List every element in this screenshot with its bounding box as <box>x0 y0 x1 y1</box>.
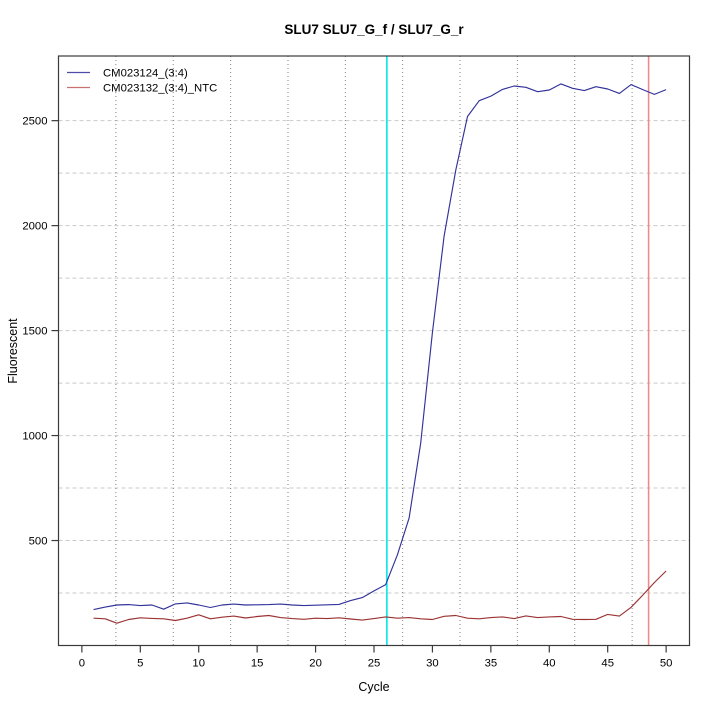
chart-title: SLU7 SLU7_G_f / SLU7_G_r <box>284 22 464 37</box>
y-tick-label: 1500 <box>22 326 47 338</box>
y-tick-label: 500 <box>29 536 48 548</box>
x-tick-label: 5 <box>137 658 143 670</box>
x-tick-label: 0 <box>79 658 85 670</box>
plot-area: 0 5 10 15 20 25 30 35 40 45 50 500 1000 1500 2000 2500 <box>22 55 691 670</box>
x-tick-label: 50 <box>660 658 673 670</box>
legend-label: CM023124_(3:4) <box>103 68 188 80</box>
x-tick-label: 40 <box>543 658 556 670</box>
x-tick-label: 30 <box>426 658 439 670</box>
x-tick-label: 20 <box>309 658 322 670</box>
x-axis-label: Cycle <box>358 680 389 694</box>
series-curve-1 <box>93 83 667 611</box>
x-tick-label: 25 <box>368 658 381 670</box>
x-tick-label: 15 <box>251 658 264 670</box>
x-tick-label: 10 <box>192 658 205 670</box>
y-tick-label: 2000 <box>22 221 47 233</box>
legend-entry: CM023132_(3:4)_NTC <box>67 83 217 95</box>
legend-label: CM023132_(3:4)_NTC <box>103 83 217 95</box>
x-tick-label: 35 <box>485 658 498 670</box>
x-tick-label: 45 <box>601 658 614 670</box>
y-tick-label: 2500 <box>22 116 47 128</box>
y-axis-label: Fluorescent <box>6 318 20 384</box>
chart-legend: CM023124_(3:4) CM023132_(3:4)_NTC <box>67 68 217 95</box>
plot-box <box>57 55 691 647</box>
legend-entry: CM023124_(3:4) <box>67 68 188 80</box>
series-curve-2 <box>93 570 667 624</box>
y-tick-label: 1000 <box>22 431 47 443</box>
